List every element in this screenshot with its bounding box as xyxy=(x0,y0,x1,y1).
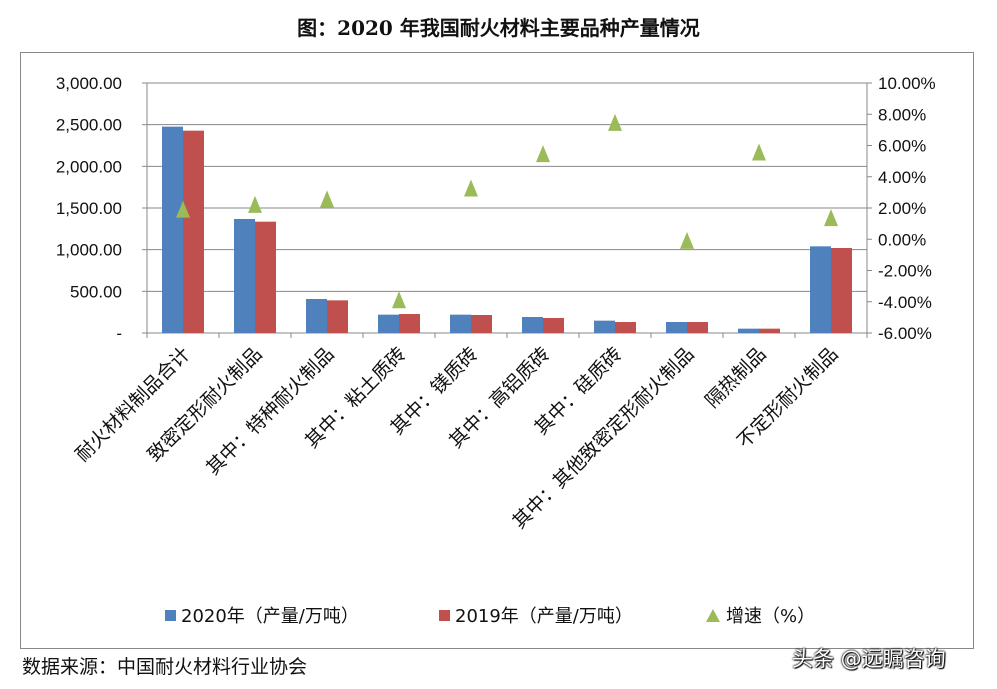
bar-2019 xyxy=(831,248,852,333)
growth-marker xyxy=(680,231,694,249)
bar-2020 xyxy=(162,126,183,334)
bar-2019 xyxy=(255,221,276,333)
growth-marker xyxy=(176,200,190,218)
bar-2020 xyxy=(378,314,399,333)
y-tick-label: 2,500.00 xyxy=(56,116,122,135)
bar-2020 xyxy=(450,314,471,333)
bar-2020 xyxy=(306,299,327,333)
bar-2019 xyxy=(687,322,708,333)
bar-2020 xyxy=(522,317,543,333)
growth-marker xyxy=(248,195,262,213)
legend-item-2019: 2019年（产量/万吨） xyxy=(439,602,633,628)
bar-2020 xyxy=(594,320,615,333)
y2-tick-label: -2.00% xyxy=(878,262,932,281)
bar-2019 xyxy=(327,300,348,333)
y-tick-label: 2,000.00 xyxy=(56,157,122,176)
y2-tick-label: -6.00% xyxy=(878,324,932,343)
growth-marker xyxy=(392,291,406,309)
x-tick-label: 隔热制品 xyxy=(701,343,770,412)
growth-marker xyxy=(608,113,622,131)
bar-2020 xyxy=(738,328,759,333)
bar-2020 xyxy=(666,322,687,333)
growth-marker xyxy=(824,209,838,227)
y-tick-label: 3,000.00 xyxy=(56,74,122,93)
y2-tick-label: 10.00% xyxy=(878,74,936,93)
legend-item-2020: 2020年（产量/万吨） xyxy=(165,602,359,628)
chart-frame xyxy=(20,52,974,649)
bar-2019 xyxy=(183,130,204,333)
legend-label-2020: 2020年（产量/万吨） xyxy=(181,606,359,627)
y-tick-label: 1,500.00 xyxy=(56,199,122,218)
y2-tick-label: 8.00% xyxy=(878,105,926,124)
legend-swatch-2019 xyxy=(439,609,450,621)
watermark: 头条 @远瞩咨询 xyxy=(792,647,946,671)
legend-item-growth: 增速（%） xyxy=(706,602,815,628)
bar-2019 xyxy=(399,314,420,333)
y2-tick-label: 6.00% xyxy=(878,137,926,156)
legend-swatch-2020 xyxy=(165,609,176,621)
y-tick-label: 500.00 xyxy=(70,282,122,301)
y-tick-label: 1,000.00 xyxy=(56,241,122,260)
y-tick-label: - xyxy=(116,324,122,343)
bar-2019 xyxy=(471,315,492,333)
y2-tick-label: 2.00% xyxy=(878,199,926,218)
bar-2019 xyxy=(543,318,564,333)
bar-2020 xyxy=(234,219,255,333)
bar-2019 xyxy=(759,328,780,333)
growth-marker xyxy=(464,179,478,197)
x-tick-label: 其中：特种耐火制品 xyxy=(202,343,338,479)
y2-tick-label: 4.00% xyxy=(878,168,926,187)
legend-label-2019: 2019年（产量/万吨） xyxy=(455,606,633,627)
growth-marker xyxy=(536,145,550,163)
y2-tick-label: -4.00% xyxy=(878,293,932,312)
bar-2020 xyxy=(810,246,831,333)
y2-tick-label: 0.00% xyxy=(878,230,926,249)
legend-triangle-icon xyxy=(706,608,720,622)
chart-title: 图：2020 年我国耐火材料主要品种产量情况 xyxy=(297,16,700,40)
bar-2019 xyxy=(615,322,636,333)
growth-marker xyxy=(320,190,334,208)
growth-marker xyxy=(752,143,766,161)
legend-label-growth: 增速（%） xyxy=(726,606,816,627)
source-note: 数据来源：中国耐火材料行业协会 xyxy=(22,656,308,678)
